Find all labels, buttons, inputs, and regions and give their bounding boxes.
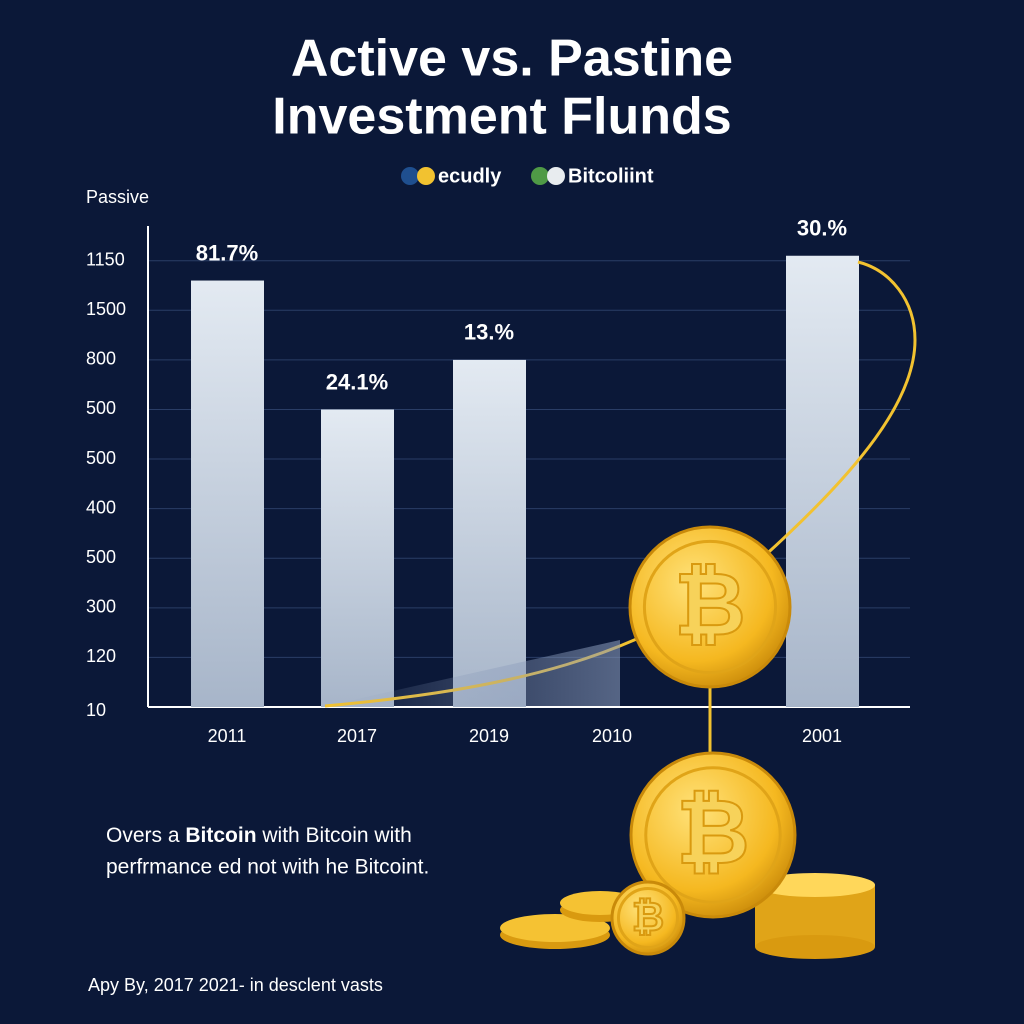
legend-label: ecudly [438, 165, 502, 187]
legend-swatch [417, 167, 435, 185]
caption-part: Bitcoin [185, 824, 256, 847]
y-tick-label: 1500 [86, 299, 126, 319]
caption: Overs a Bitcoin with Bitcoin with [106, 824, 412, 847]
chart-title: Active vs. Pastine [291, 30, 733, 88]
coin-symbol: ₿ [632, 895, 664, 939]
caption-part: with Bitcoin with [257, 824, 412, 847]
bar [191, 280, 264, 707]
y-tick-label: 10 [86, 700, 106, 720]
coin-rim [644, 766, 782, 904]
legend-swatch [547, 167, 565, 185]
y-tick-label: 500 [86, 398, 116, 418]
x-tick-label: 2011 [208, 726, 247, 746]
bar-label: 81.7% [196, 240, 258, 265]
chart-title: Investment Flunds [272, 88, 731, 146]
bar-label: 30.% [797, 216, 847, 241]
coin-symbol: ₿ [676, 782, 750, 883]
caption: perfrmance ed not with he Bitcoint. [106, 856, 429, 879]
y-tick-label: 500 [86, 448, 116, 468]
coin-rim [616, 886, 680, 950]
coin-stack [500, 873, 875, 959]
coin [610, 880, 686, 956]
coin [629, 751, 797, 919]
bar [453, 359, 526, 707]
x-tick-label: 2019 [469, 726, 509, 746]
bar-label: 13.% [464, 320, 514, 345]
y-tick-label: 300 [86, 597, 116, 617]
y-tick-label: 800 [86, 349, 116, 369]
legend-swatch [531, 167, 549, 185]
y-tick-label: 1150 [86, 249, 125, 269]
shade [326, 640, 620, 706]
legend-label: Bitcoliint [568, 165, 654, 187]
coin-symbol: ₿ [674, 554, 746, 653]
x-tick-label: 2017 [337, 726, 377, 746]
caption-part: Overs a [106, 824, 185, 847]
y-tick-label: 400 [86, 497, 116, 517]
y-tick-label: 120 [86, 646, 116, 666]
coin [628, 525, 792, 689]
coin-rim [642, 539, 778, 675]
bar-label: 24.1% [326, 369, 388, 394]
x-tick-label: 2001 [802, 726, 842, 746]
legend-swatch [401, 167, 419, 185]
y-axis-label: Passive [86, 187, 149, 207]
y-tick-label: 500 [86, 547, 116, 567]
x-tick-label: 2010 [592, 726, 632, 746]
footnote: Apy By, 2017 2021- in desclent vasts [88, 975, 383, 995]
bar [321, 409, 394, 707]
bar [786, 255, 859, 708]
